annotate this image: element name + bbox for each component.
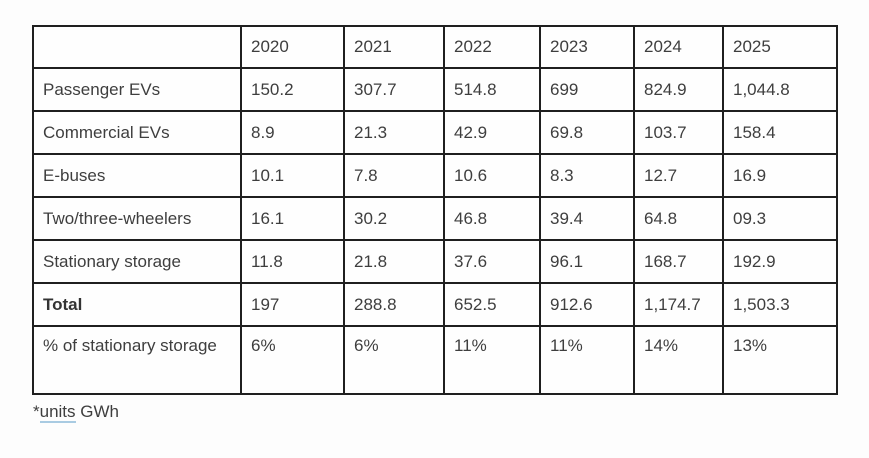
value-cell: 10.6 — [443, 153, 541, 198]
value-cell: 30.2 — [343, 196, 445, 241]
value-cell: 64.8 — [633, 196, 724, 241]
table-row: Passenger EVs 150.2 307.7 514.8 699 824.9 1,04… — [32, 67, 838, 112]
value-cell: 16.9 — [722, 153, 838, 198]
value-cell: 13% — [722, 325, 838, 395]
value-cell: 10.1 — [240, 153, 345, 198]
value-cell: 168.7 — [633, 239, 724, 284]
value-cell: 8.9 — [240, 110, 345, 155]
value-cell: 11% — [443, 325, 541, 395]
footnote-units-text: GWh — [75, 402, 119, 421]
corner-cell — [32, 25, 242, 69]
value-cell: 69.8 — [539, 110, 635, 155]
footnote-marker: * — [33, 402, 40, 421]
value-cell: 96.1 — [539, 239, 635, 284]
value-cell: 14% — [633, 325, 724, 395]
year-header: 2024 — [633, 25, 724, 69]
value-cell: 192.9 — [722, 239, 838, 284]
row-label: Total — [32, 282, 242, 327]
year-header: 2022 — [443, 25, 541, 69]
table-header: 2020 2021 2022 2023 2024 2025 — [32, 25, 838, 69]
footnote-underlined-word: units — [39, 402, 76, 423]
year-header: 2021 — [343, 25, 445, 69]
value-cell: 37.6 — [443, 239, 541, 284]
value-cell: 912.6 — [539, 282, 635, 327]
year-header: 2025 — [722, 25, 838, 69]
value-cell: 42.9 — [443, 110, 541, 155]
table-row: E-buses 10.1 7.8 10.6 8.3 12.7 16.9 — [32, 153, 838, 198]
value-cell: 6% — [240, 325, 345, 395]
value-cell: 307.7 — [343, 67, 445, 112]
value-cell: 1,044.8 — [722, 67, 838, 112]
table-row: Two/three-wheelers 16.1 30.2 46.8 39.4 64.8 09… — [32, 196, 838, 241]
table-body: Passenger EVs 150.2 307.7 514.8 699 824.9 1,04… — [32, 67, 838, 395]
value-cell: 21.3 — [343, 110, 445, 155]
value-cell: 699 — [539, 67, 635, 112]
year-header: 2020 — [240, 25, 345, 69]
header-row: 2020 2021 2022 2023 2024 2025 — [32, 25, 838, 69]
table-row: % of stationary storage 6% 6% 11% 11% 14% 13% — [32, 325, 838, 395]
value-cell: 09.3 — [722, 196, 838, 241]
row-label: Passenger EVs — [32, 67, 242, 112]
value-cell: 514.8 — [443, 67, 541, 112]
value-cell: 158.4 — [722, 110, 838, 155]
table-row: Total 197 288.8 652.5 912.6 1,174.7 1,503.3 — [32, 282, 838, 327]
row-label: Commercial EVs — [32, 110, 242, 155]
value-cell: 197 — [240, 282, 345, 327]
value-cell: 1,174.7 — [633, 282, 724, 327]
row-label: % of stationary storage — [32, 325, 242, 395]
value-cell: 103.7 — [633, 110, 724, 155]
table-row: Stationary storage 11.8 21.8 37.6 96.1 168.7 1… — [32, 239, 838, 284]
value-cell: 39.4 — [539, 196, 635, 241]
battery-demand-table: 2020 2021 2022 2023 2024 2025 Passenger EVs 15… — [32, 25, 838, 395]
table-footnote: *units GWh — [33, 402, 838, 423]
value-cell: 21.8 — [343, 239, 445, 284]
value-cell: 288.8 — [343, 282, 445, 327]
table-row: Commercial EVs 8.9 21.3 42.9 69.8 103.7 158.4 — [32, 110, 838, 155]
value-cell: 11% — [539, 325, 635, 395]
value-cell: 8.3 — [539, 153, 635, 198]
row-label: E-buses — [32, 153, 242, 198]
value-cell: 12.7 — [633, 153, 724, 198]
year-header: 2023 — [539, 25, 635, 69]
value-cell: 150.2 — [240, 67, 345, 112]
row-label: Two/three-wheelers — [32, 196, 242, 241]
value-cell: 824.9 — [633, 67, 724, 112]
row-label: Stationary storage — [32, 239, 242, 284]
value-cell: 652.5 — [443, 282, 541, 327]
battery-demand-table-container: 2020 2021 2022 2023 2024 2025 Passenger EVs 15… — [32, 25, 838, 423]
value-cell: 11.8 — [240, 239, 345, 284]
value-cell: 16.1 — [240, 196, 345, 241]
value-cell: 7.8 — [343, 153, 445, 198]
value-cell: 6% — [343, 325, 445, 395]
value-cell: 46.8 — [443, 196, 541, 241]
value-cell: 1,503.3 — [722, 282, 838, 327]
